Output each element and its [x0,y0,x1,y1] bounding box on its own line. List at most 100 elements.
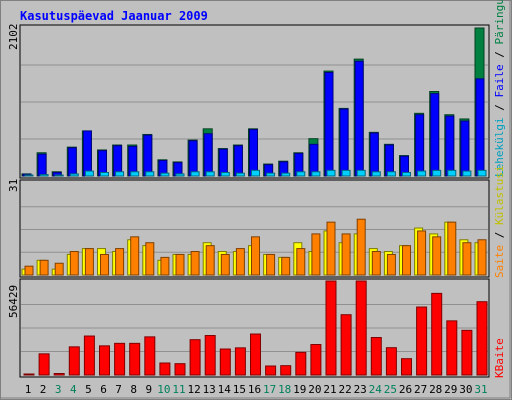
legend-kulastusi: Külastusi [493,165,506,225]
chart-title: Kasutuspäevad Jaanuar 2009 [20,9,208,23]
day-label: 28 [429,383,442,396]
day-label: 26 [399,383,412,396]
visits-bar-saite [175,253,185,276]
visits-bar-saite [220,253,230,276]
visits-bar-saite [39,259,49,276]
kbytes-bar-kbaite [476,301,488,376]
kbytes-bar-kbaite [431,292,443,376]
hits-bar-faile [475,78,485,177]
legend-faile: Faile [493,64,506,97]
legend-lehekulgi: Lehekülgi [493,117,506,177]
day-label: 19 [293,383,306,396]
kbytes-bar-kbaite [385,347,397,376]
day-label: 25 [384,383,397,396]
day-label: 10 [157,383,170,396]
day-label: 13 [203,383,216,396]
kbytes-bar-kbaite [401,358,412,376]
hits-bar-leheklgi [356,169,366,177]
hits-bar-leheklgi [100,171,109,177]
visits-bar-saite [477,239,487,276]
legend-saite: Saite [493,245,506,278]
hits-bar-leheklgi [130,171,140,177]
day-label: 12 [187,383,200,396]
hits-panel: 2102 [7,24,490,179]
hits-bar-leheklgi [477,169,487,177]
kbytes-bar-kbaite [219,348,231,376]
visits-bar-saite [115,248,125,276]
hits-bar-faile [249,129,258,177]
hits-bar-faile [233,145,243,177]
hits-bar-leheklgi [84,170,94,177]
kbytes-bar-kbaite [174,363,186,376]
day-label: 30 [459,383,472,396]
hits-bar-faile [339,108,349,177]
hits-bar-faile [143,134,153,177]
hits-bar-leheklgi [220,171,230,177]
hits-bar-leheklgi [235,172,245,177]
hits-bar-leheklgi [115,171,125,177]
legend-paringuid: Päringuid [493,0,506,45]
day-label: 15 [233,383,246,396]
visits-bar-saite [341,233,351,276]
kbytes-bar-kbaite [99,345,110,376]
visits-bar-saite [54,262,64,276]
kbytes-bar-kbaite [295,351,307,376]
hits-bar-leheklgi [190,171,200,177]
kbytes-bar-kbaite [204,335,216,376]
hits-bar-leheklgi [160,172,170,177]
visits-bar-saite [311,233,321,276]
hits-bar-leheklgi [402,171,411,177]
day-label: 11 [172,383,185,396]
visits-bar-saite [296,248,306,276]
day-label: 14 [218,383,232,396]
hits-bar-faile [324,71,334,177]
hits-bar-leheklgi [205,171,215,177]
kbytes-panel: 56429 [7,278,490,378]
visits-bar-saite [432,236,442,276]
kbytes-bar-kbaite [144,336,156,376]
kbytes-bar-kbaite [23,373,35,376]
day-label: 31 [474,383,487,396]
kbytes-bar-kbaite [38,353,50,376]
hits-bar-faile [309,143,319,177]
kbytes-bar-kbaite [159,362,171,376]
visits-bar-saite [417,230,427,276]
hits-bar-faile [203,133,213,177]
hits-bar-leheklgi [386,171,396,177]
day-label: 23 [354,383,367,396]
kbytes-bar-kbaite [68,346,80,376]
kbytes-ymax-label: 56429 [7,285,20,318]
visits-bar-saite [371,251,381,276]
visits-bar-saite [100,253,109,276]
visits-bar-saite [356,218,366,276]
day-label: 1 [25,383,32,396]
visits-bar-saite [281,256,291,276]
hits-bar-leheklgi [175,173,185,177]
kbytes-bar-kbaite [340,314,352,376]
kbytes-bar-kbaite [53,373,65,376]
svg-text:Lehekülgi / Faile / Päringuid: Lehekülgi / Faile / Päringuid [493,0,506,177]
kbytes-bar-kbaite [355,280,367,376]
hits-bar-leheklgi [266,172,276,177]
visits-bar-saite [266,253,276,276]
kbytes-bar-kbaite [83,335,95,376]
hits-bar-leheklgi [145,171,155,177]
day-label: 18 [278,383,291,396]
kbytes-bar-kbaite [189,339,201,376]
day-label: 3 [55,383,62,396]
day-label: 2 [40,383,47,396]
day-label: 9 [145,383,152,396]
hits-bar-leheklgi [24,174,34,177]
kbytes-bar-kbaite [446,320,458,376]
kbytes-bar-kbaite [114,342,126,376]
hits-bar-leheklgi [39,174,49,177]
hits-bar-leheklgi [371,171,381,177]
kbytes-bar-kbaite [310,344,322,376]
kbytes-bar-kbaite [280,365,292,376]
right-legend: Lehekülgi / Faile / Päringuid Saite / Kü… [493,0,506,378]
hits-bar-leheklgi [251,169,260,177]
day-label: 29 [444,383,457,396]
hits-bar-faile [354,60,364,177]
day-label: 17 [263,383,276,396]
visits-bar-saite [251,236,260,276]
